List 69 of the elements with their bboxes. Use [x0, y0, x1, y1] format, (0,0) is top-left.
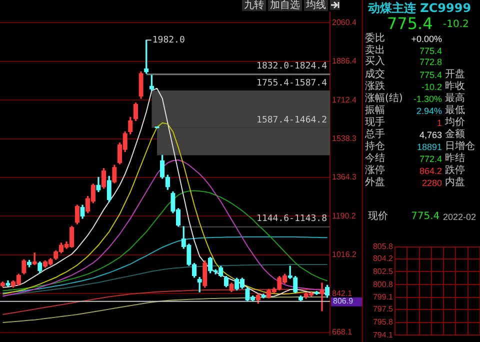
- text: 2022-02: [443, 212, 476, 223]
- text: 现手: [365, 117, 385, 128]
- y-tick-label: 804.2: [372, 254, 394, 264]
- y-tick-label: 1886.4: [332, 56, 358, 66]
- text: 均价: [445, 117, 465, 128]
- text: 涨停: [365, 165, 385, 177]
- y-tick-label: 794.1: [372, 330, 394, 340]
- y-tick-label: 1190.2: [332, 211, 356, 220]
- band-label: 1587.4-1464.2: [256, 116, 327, 126]
- text: 2.94%: [416, 106, 442, 117]
- text: 昨结: [445, 153, 465, 164]
- y-tick-label: 2060.4: [332, 18, 358, 27]
- text: 最低: [445, 105, 465, 117]
- text: 买入: [365, 56, 385, 68]
- text: 外盘: [365, 177, 385, 189]
- text: 加自选: [268, 0, 302, 11]
- y-tick-label: 799.1: [372, 292, 394, 302]
- y-tick-label: 1364.3: [332, 172, 358, 182]
- text: 动煤主连 ZC9999: [368, 0, 472, 17]
- y-tick-label: 1538.3: [332, 134, 358, 143]
- text: 九转: [242, 0, 266, 11]
- text: 成交: [365, 69, 385, 80]
- y-tick-label: 1712.4: [332, 95, 358, 104]
- text: 卖出: [365, 45, 385, 56]
- y-tick-label: 842.1: [332, 288, 353, 298]
- band-label: 1144.6-1143.8: [256, 214, 327, 224]
- text: 772.4: [419, 154, 442, 165]
- text: 864.2: [419, 166, 442, 177]
- y-tick-label: 805.8: [372, 242, 394, 252]
- y-tick-label: 802.5: [372, 266, 394, 276]
- text: 振幅: [365, 105, 385, 116]
- text: -1.30%: [413, 94, 442, 105]
- annotation: 1982.0: [152, 35, 185, 46]
- text: 1: [436, 118, 442, 129]
- text: 最高: [445, 93, 465, 105]
- text: 均线: [304, 0, 328, 11]
- text: 今结: [365, 153, 385, 164]
- text: 开盘: [445, 69, 465, 81]
- y-tick-label: 795.8: [372, 318, 394, 327]
- band-label: 1755.4-1587.4: [256, 78, 327, 88]
- text: 总手: [365, 129, 385, 140]
- text: +0.00%: [411, 34, 442, 45]
- text: 昨收: [445, 81, 465, 92]
- ref-line-label: 806.9: [333, 296, 354, 306]
- text: 现价: [368, 211, 388, 223]
- text: -10.2: [421, 82, 442, 93]
- text: 内盘: [445, 177, 465, 189]
- text: 4,763: [419, 130, 442, 141]
- candlestick: [320, 282, 324, 312]
- text: 775.4: [419, 70, 442, 81]
- text: 日增仓: [445, 141, 475, 152]
- text: 775.4: [387, 14, 433, 34]
- text: 委比: [365, 33, 385, 44]
- text: 涨幅(结): [365, 93, 403, 105]
- band-label: 1832.0-1824.4: [256, 61, 327, 72]
- text: -10.2: [443, 19, 469, 31]
- y-tick-label: 1016.2: [332, 250, 358, 260]
- text: 涨跌: [365, 81, 385, 92]
- text: 2280: [422, 178, 442, 189]
- y-tick-label: 797.5: [372, 304, 394, 314]
- text: 跌停: [445, 165, 465, 176]
- text: 18891: [416, 142, 442, 153]
- text: 772.8: [419, 56, 442, 68]
- text: 775.4: [419, 46, 442, 57]
- y-tick-label: 668.1: [332, 327, 353, 336]
- text: 金额: [445, 129, 465, 141]
- text: 持仓: [365, 141, 385, 152]
- y-tick-label: 800.8: [372, 280, 394, 289]
- text: 775.4: [411, 211, 440, 223]
